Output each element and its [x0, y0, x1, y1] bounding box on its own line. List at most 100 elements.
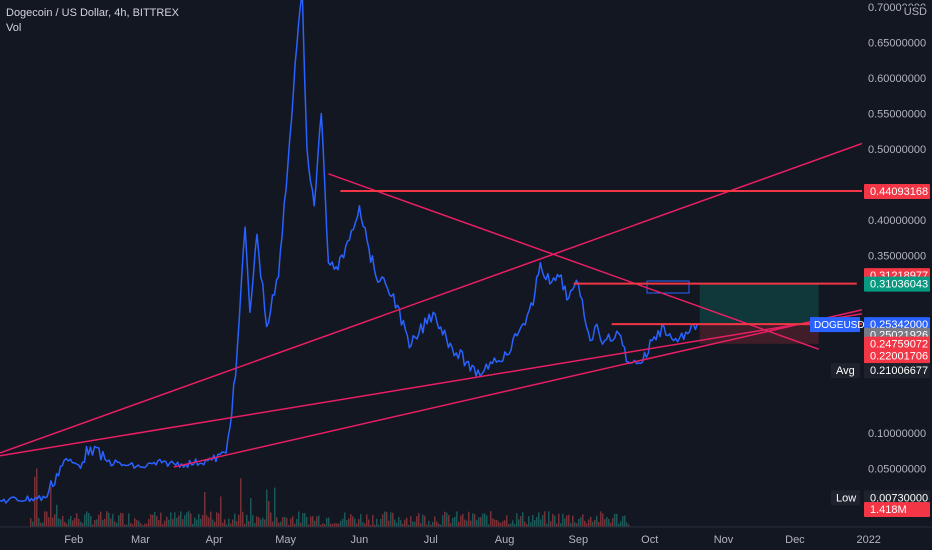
volume-bar — [248, 521, 250, 527]
price-label-text: 0.21006677 — [870, 365, 928, 377]
volume-bar — [100, 511, 102, 527]
volume-bar — [230, 523, 232, 527]
volume-bar — [286, 518, 288, 527]
volume-bar — [210, 511, 212, 527]
volume-bar — [346, 519, 348, 527]
volume-bar — [218, 513, 220, 527]
volume-bar — [480, 517, 482, 527]
volume-bar — [162, 524, 164, 527]
trendline[interactable] — [0, 119, 927, 454]
chart-legend: Dogecoin / US Dollar, 4h, BITTREX Vol — [6, 6, 179, 36]
volume-bar — [596, 515, 598, 527]
y-tick-label: 0.65000000 — [868, 38, 926, 50]
volume-bar — [546, 523, 548, 527]
volume-bar — [382, 514, 384, 527]
selection-box[interactable] — [646, 280, 690, 294]
y-tick-label: 0.60000000 — [868, 73, 926, 85]
currency-label[interactable]: USD — [901, 6, 929, 18]
price-label[interactable] — [864, 276, 930, 292]
volume-bar — [106, 511, 108, 527]
volume-bar — [544, 511, 546, 527]
volume-bar — [574, 522, 576, 527]
volume-bar — [482, 513, 484, 527]
price-label[interactable] — [864, 490, 930, 506]
x-tick-label: Dec — [785, 534, 805, 546]
volume-bar — [484, 513, 486, 527]
volume-bar — [98, 514, 100, 527]
volume-bar — [52, 517, 54, 527]
x-tick-label: Aug — [495, 534, 515, 546]
volume-bar — [84, 514, 86, 527]
volume-bar — [56, 504, 58, 527]
price-label-text: 0.24759072 — [870, 339, 928, 351]
volume-bar — [144, 523, 146, 527]
volume-bar — [234, 513, 236, 527]
x-tick-label: Nov — [714, 534, 734, 546]
volume-bar — [562, 513, 564, 527]
volume-bar — [64, 521, 66, 527]
volume-label[interactable]: Vol — [6, 22, 22, 34]
time-axis[interactable] — [0, 527, 932, 550]
volume-bar — [332, 523, 334, 527]
volume-bar — [254, 523, 256, 527]
volume-bar — [388, 520, 390, 527]
volume-bar — [82, 523, 84, 527]
volume-bar — [592, 521, 594, 527]
volume-bar — [314, 520, 316, 527]
volume-bar — [420, 523, 422, 527]
volume-bar — [252, 515, 254, 527]
volume-bar — [198, 514, 200, 527]
volume-bar — [602, 513, 604, 527]
volume-bar — [280, 521, 282, 527]
volume-bar — [294, 523, 296, 527]
volume-bar — [176, 518, 178, 527]
price-series-line[interactable] — [0, 0, 699, 504]
y-tick-label: 0.50000000 — [868, 144, 926, 156]
volume-bar — [256, 516, 258, 527]
volume-bar — [530, 522, 532, 527]
price-label[interactable] — [864, 348, 930, 364]
trendline[interactable] — [0, 311, 872, 457]
volume-bar — [188, 511, 190, 527]
volume-bar — [370, 524, 372, 527]
volume-bar — [614, 513, 616, 527]
volume-bar — [48, 517, 50, 527]
volume-bar — [582, 514, 584, 527]
symbol-badge-text: DOGEUSD — [814, 320, 865, 331]
x-tick-label: Mar — [131, 534, 150, 546]
price-label[interactable] — [864, 363, 930, 379]
volume-bar — [372, 514, 374, 527]
price-label[interactable] — [864, 183, 930, 199]
volume-bar — [328, 517, 330, 527]
volume-bar — [460, 515, 462, 527]
volume-bar — [450, 523, 452, 527]
volume-bar — [408, 524, 410, 527]
volume-bar — [604, 519, 606, 527]
volume-bar — [96, 519, 98, 527]
volume-bar — [432, 521, 434, 527]
position-profit-zone[interactable] — [699, 283, 819, 325]
symbol-badge[interactable] — [810, 317, 860, 333]
volume-bar — [244, 523, 246, 527]
price-label[interactable] — [864, 501, 930, 517]
volume-bar — [260, 519, 262, 527]
volume-bar — [532, 515, 534, 527]
volume-bar — [514, 523, 516, 527]
volume-bar — [588, 519, 590, 527]
volume-bar — [606, 516, 608, 527]
volume-bar — [430, 524, 432, 527]
volume-bar — [612, 517, 614, 527]
volume-bar — [618, 523, 620, 527]
price-label[interactable] — [864, 336, 930, 352]
volume-bar — [102, 519, 104, 527]
volume-bar — [554, 515, 556, 527]
volume-bar — [466, 520, 468, 527]
volume-bar — [422, 514, 424, 527]
symbol-title[interactable]: Dogecoin / US Dollar, 4h, BITTREX — [6, 7, 180, 19]
volume-bar — [66, 523, 68, 527]
volume-bar — [620, 521, 622, 527]
volume-bar — [362, 522, 364, 527]
trendline[interactable] — [328, 173, 819, 350]
volume-bar — [308, 524, 310, 527]
